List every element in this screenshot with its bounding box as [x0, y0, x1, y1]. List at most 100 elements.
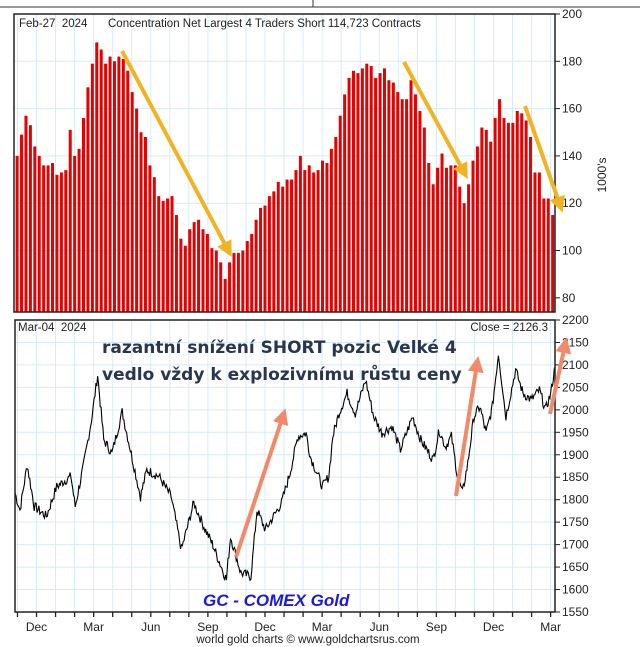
bar — [529, 136, 533, 312]
bar — [413, 94, 417, 313]
bar — [431, 184, 435, 312]
bar — [511, 122, 515, 313]
bar — [276, 181, 280, 312]
bar — [422, 127, 426, 313]
y-tick-label: 2100 — [562, 358, 589, 372]
bar — [347, 77, 351, 312]
y-tick-label: 140 — [562, 149, 582, 163]
bar — [462, 203, 466, 312]
bar — [77, 148, 81, 312]
bottom-x-axis: Dec Mar Jun Sep Dec Mar Jun Sep Dec Mar — [16, 612, 561, 634]
y-tick-label: 80 — [562, 291, 576, 305]
bar — [152, 177, 156, 312]
bar — [378, 73, 382, 312]
y-tick-label: 1700 — [562, 538, 589, 552]
y-tick-label: 160 — [562, 102, 582, 116]
bar — [174, 215, 178, 312]
bar — [59, 172, 63, 312]
bar — [259, 207, 263, 312]
bar — [126, 70, 130, 312]
bar — [480, 127, 484, 313]
bar — [117, 56, 121, 313]
bar — [502, 118, 506, 312]
bar — [467, 184, 471, 312]
y-tick-label: 120 — [562, 196, 582, 210]
bar — [391, 82, 395, 312]
bottom-y-axis: 1550 1600 1650 1700 1750 1800 1850 1900 1950 2000… — [555, 313, 589, 619]
x-tick-label: Dec — [483, 620, 504, 634]
x-tick-label: Mar — [540, 620, 561, 634]
bar — [312, 172, 316, 312]
bar — [449, 165, 453, 312]
bar — [294, 170, 298, 312]
bar — [192, 222, 196, 312]
bar — [157, 196, 161, 312]
top-chart-title: Concentration Net Largest 4 Traders Shor… — [108, 18, 421, 30]
bar — [166, 198, 170, 312]
bar — [334, 136, 338, 312]
bar — [121, 58, 125, 312]
bar-series — [15, 42, 555, 313]
x-tick-label: Jun — [141, 620, 160, 634]
bar — [37, 155, 41, 312]
bar — [484, 129, 488, 312]
bar — [24, 115, 28, 312]
bar — [475, 146, 479, 312]
down-arrow-2 — [402, 61, 468, 180]
bar — [214, 250, 218, 312]
bar — [369, 66, 373, 313]
up-arrow-2 — [454, 356, 484, 497]
bar — [520, 113, 524, 312]
bottom-date-label: Mar-04 2024 — [18, 322, 87, 334]
top-y-axis-label: 1000's — [595, 158, 609, 193]
bar — [161, 200, 165, 312]
bar — [254, 219, 258, 312]
x-tick-label: Mar — [83, 620, 104, 634]
bar — [263, 205, 267, 312]
bar — [108, 56, 112, 313]
bar — [188, 229, 192, 312]
bar — [440, 153, 444, 312]
x-tick-label: Dec — [26, 620, 47, 634]
x-tick-label: Sep — [426, 620, 448, 634]
bar — [436, 167, 440, 312]
x-tick-label: Sep — [197, 620, 219, 634]
close-label: Close = 2126.3 — [470, 322, 548, 334]
bar — [205, 233, 209, 312]
top-y-axis: 80 100 120 140 160 180 200 — [555, 7, 582, 305]
footer-credit: world gold charts © www.goldchartsrus.co… — [195, 634, 419, 646]
bar — [524, 120, 528, 312]
bar — [325, 163, 329, 312]
y-tick-label: 1650 — [562, 560, 589, 574]
bar — [418, 110, 422, 312]
down-arrow-1 — [120, 50, 232, 258]
bar — [298, 155, 302, 312]
bottom-plot-frame — [14, 319, 556, 613]
bar — [46, 165, 50, 312]
y-tick-label: 1800 — [562, 493, 589, 507]
y-tick-label: 180 — [562, 54, 582, 68]
bar — [55, 174, 59, 312]
y-tick-label: 2200 — [562, 313, 589, 327]
bar — [515, 110, 519, 312]
bar — [143, 136, 147, 312]
top-plot-frame — [13, 13, 556, 313]
bar — [338, 115, 342, 312]
bar — [281, 186, 285, 312]
y-tick-label: 200 — [562, 7, 582, 21]
bar — [285, 179, 289, 312]
bar — [546, 198, 550, 312]
bar — [533, 172, 537, 312]
bar — [316, 170, 320, 312]
bar — [250, 233, 254, 312]
bar — [409, 80, 413, 312]
up-arrow-3 — [548, 337, 572, 415]
bar — [374, 77, 378, 312]
bar — [15, 155, 19, 312]
y-tick-label: 1750 — [562, 515, 589, 529]
bar — [498, 99, 502, 313]
decline-arrows — [120, 50, 565, 258]
bar — [303, 170, 307, 312]
price-line — [14, 355, 556, 582]
bar — [272, 191, 276, 312]
